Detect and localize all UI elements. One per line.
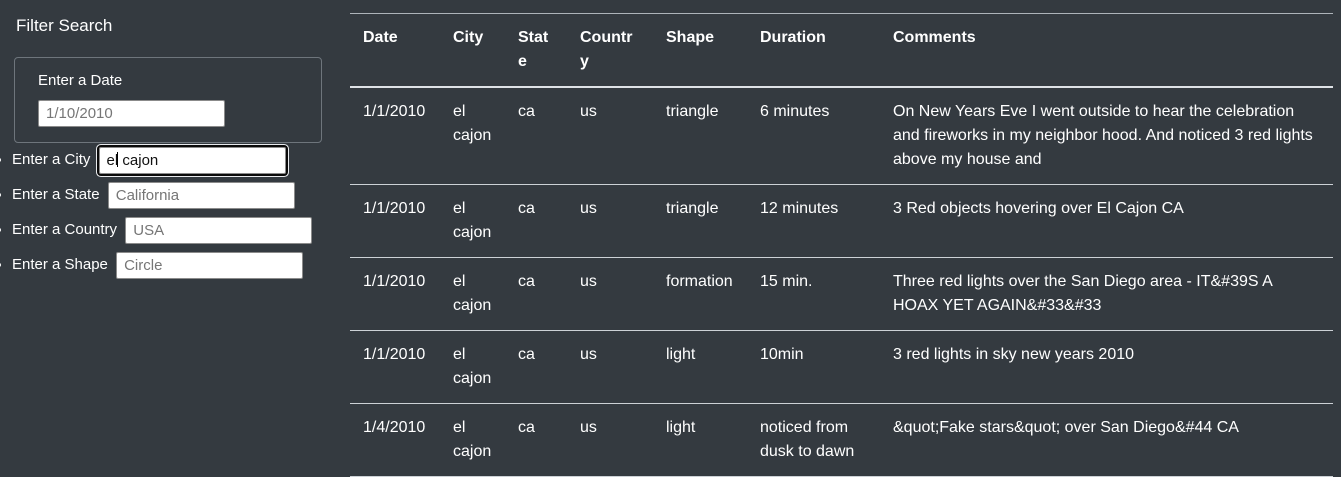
col-header-duration: Duration: [747, 13, 880, 88]
cell-country: us: [567, 184, 653, 258]
cell-date: 1/1/2010: [350, 257, 440, 331]
cell-comments: 3 red lights in sky new years 2010: [880, 330, 1333, 404]
date-filter-box: Enter a Date: [14, 57, 322, 143]
cell-date: 1/1/2010: [350, 87, 440, 185]
col-header-state: State: [505, 13, 567, 88]
cell-date: 1/1/2010: [350, 184, 440, 258]
filter-item-state: Enter a State: [12, 181, 350, 209]
cell-country: us: [567, 87, 653, 185]
cell-city: el cajon: [440, 87, 505, 185]
cell-shape: light: [653, 330, 747, 404]
col-header-city: City: [440, 13, 505, 88]
filter-item-country: Enter a Country: [12, 216, 350, 244]
col-header-shape: Shape: [653, 13, 747, 88]
cell-duration: 10min: [747, 330, 880, 404]
table-row: 1/4/2010 el cajon ca us light noticed fr…: [350, 403, 1333, 477]
date-filter-label: Enter a Date: [38, 72, 123, 89]
shape-filter-label: Enter a Shape: [12, 256, 108, 273]
cell-state: ca: [505, 184, 567, 258]
cell-city: el cajon: [440, 184, 505, 258]
filter-item-shape: Enter a Shape: [12, 251, 350, 279]
state-filter-label: Enter a State: [12, 186, 100, 203]
table-row: 1/1/2010 el cajon ca us triangle 12 minu…: [350, 184, 1333, 258]
country-input[interactable]: [125, 216, 313, 244]
cell-shape: formation: [653, 257, 747, 331]
cell-duration: noticed from dusk to dawn: [747, 403, 880, 477]
filter-list: Enter a City Enter a State Enter a Count…: [0, 144, 350, 279]
table-row: 1/1/2010 el cajon ca us formation 15 min…: [350, 257, 1333, 331]
cell-duration: 12 minutes: [747, 184, 880, 258]
cell-state: ca: [505, 87, 567, 185]
date-input[interactable]: [38, 100, 225, 127]
shape-input[interactable]: [116, 251, 304, 279]
cell-city: el cajon: [440, 330, 505, 404]
cell-state: ca: [505, 330, 567, 404]
col-header-country: Country: [567, 13, 653, 88]
table-row: 1/1/2010 el cajon ca us triangle 6 minut…: [350, 87, 1333, 185]
country-filter-label: Enter a Country: [12, 221, 118, 238]
sightings-table: Date City State Country Shape Duration C…: [350, 13, 1333, 477]
results-panel: Date City State Country Shape Duration C…: [350, 13, 1333, 477]
filter-search-title: Filter Search: [16, 16, 113, 35]
cell-state: ca: [505, 257, 567, 331]
cell-comments: &quot;Fake stars&quot; over San Diego&#4…: [880, 403, 1333, 477]
table-row: 1/1/2010 el cajon ca us light 10min 3 re…: [350, 330, 1333, 404]
cell-state: ca: [505, 403, 567, 477]
cell-comments: On New Years Eve I went outside to hear …: [880, 87, 1333, 185]
filter-item-city: Enter a City: [12, 144, 350, 176]
cell-country: us: [567, 257, 653, 331]
cell-shape: triangle: [653, 184, 747, 258]
filter-sidebar: Filter Search Enter a Date Enter a City …: [0, 0, 350, 286]
cell-comments: 3 Red objects hovering over El Cajon CA: [880, 184, 1333, 258]
cell-comments: Three red lights over the San Diego area…: [880, 257, 1333, 331]
cell-city: el cajon: [440, 403, 505, 477]
state-input[interactable]: [107, 181, 295, 209]
cell-country: us: [567, 330, 653, 404]
col-header-comments: Comments: [880, 13, 1333, 88]
cell-date: 1/1/2010: [350, 330, 440, 404]
cell-shape: light: [653, 403, 747, 477]
col-header-date: Date: [350, 13, 440, 88]
cell-duration: 6 minutes: [747, 87, 880, 185]
city-filter-label: Enter a City: [12, 151, 91, 168]
cell-shape: triangle: [653, 87, 747, 185]
cell-country: us: [567, 403, 653, 477]
table-header-row: Date City State Country Shape Duration C…: [350, 13, 1333, 88]
cell-duration: 15 min.: [747, 257, 880, 331]
cell-city: el cajon: [440, 257, 505, 331]
cell-date: 1/4/2010: [350, 403, 440, 477]
city-input[interactable]: [96, 144, 288, 176]
